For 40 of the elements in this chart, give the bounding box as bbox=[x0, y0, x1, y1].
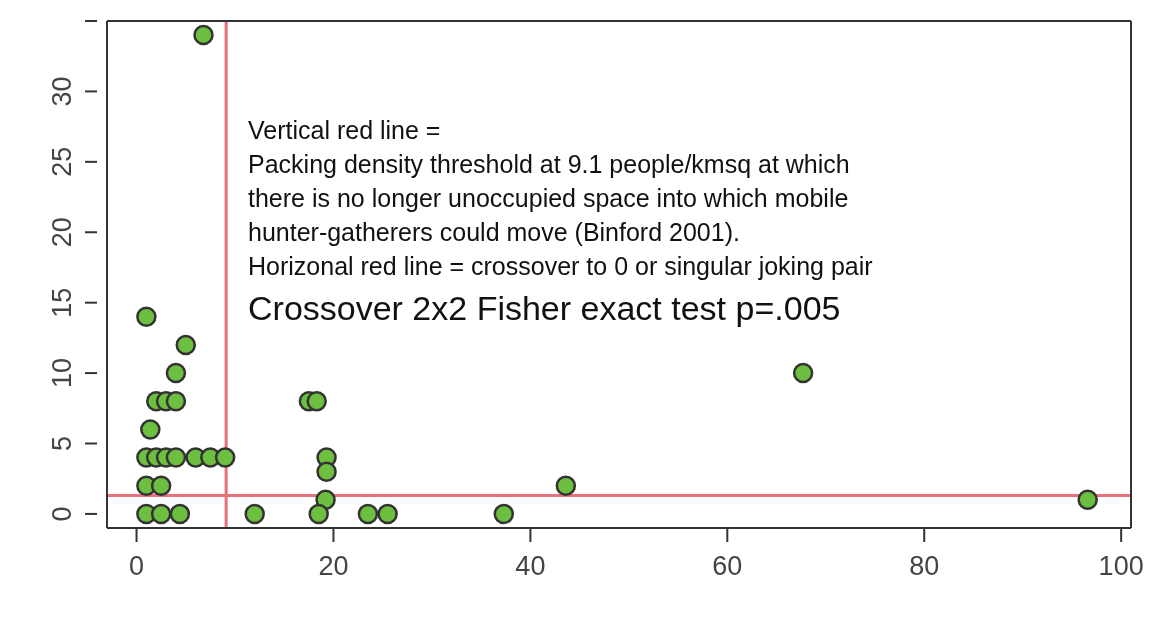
point bbox=[377, 503, 398, 525]
point bbox=[193, 24, 214, 46]
point bbox=[1077, 489, 1098, 511]
point bbox=[165, 362, 187, 384]
annotation: Horizonal red line = crossover to 0 or singular joking pair bbox=[248, 251, 873, 282]
annotation: hunter-gatherers could move (Binford 2001). bbox=[248, 217, 741, 248]
point bbox=[493, 503, 515, 525]
y-tick-label: 5 bbox=[47, 435, 77, 452]
point bbox=[150, 503, 172, 525]
point bbox=[214, 447, 236, 468]
x-tick-label: 80 bbox=[909, 551, 940, 582]
point bbox=[316, 461, 337, 482]
point bbox=[308, 503, 329, 525]
point bbox=[140, 419, 161, 440]
point bbox=[165, 447, 187, 468]
x-tick-label: 20 bbox=[318, 551, 349, 582]
x-tick-label: 0 bbox=[129, 551, 145, 582]
annotation: Crossover 2x2 Fisher exact test p=.005 bbox=[248, 289, 842, 327]
point bbox=[306, 391, 327, 412]
y-tick-label: 15 bbox=[47, 287, 77, 318]
point bbox=[357, 503, 379, 525]
point bbox=[244, 503, 265, 525]
y-tick-label: 30 bbox=[47, 76, 77, 107]
x-tick-label: 40 bbox=[515, 551, 546, 582]
annotation: there is no longer unoccupied space into which mobile bbox=[248, 183, 850, 214]
y-tick-label: 25 bbox=[47, 146, 77, 177]
point bbox=[792, 362, 814, 384]
y-tick-label: 10 bbox=[47, 358, 77, 389]
annotation: Packing density threshold at 9.1 people/kmsq at which bbox=[248, 149, 851, 180]
annotation: Vertical red line = bbox=[248, 115, 442, 146]
x-tick-label: 100 bbox=[1098, 551, 1144, 582]
y-tick-label: 0 bbox=[47, 506, 77, 522]
point bbox=[175, 334, 197, 356]
y-tick-label: 20 bbox=[47, 217, 77, 248]
point bbox=[165, 391, 187, 412]
x-tick-label: 60 bbox=[712, 551, 743, 582]
point bbox=[150, 475, 172, 496]
point bbox=[169, 503, 191, 525]
point bbox=[136, 306, 157, 327]
point bbox=[555, 475, 577, 496]
